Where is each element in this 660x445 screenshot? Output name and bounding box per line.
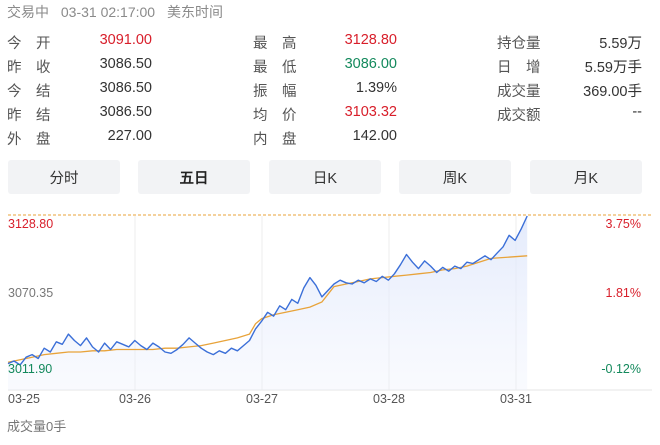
price-axis-bottom: 3011.90 <box>8 362 52 376</box>
period-tabs: 分时 五日 日K 周K 月K <box>8 160 652 194</box>
low-label: 最 低 <box>253 60 297 76</box>
trade-status-bar: 交易中 03-31 02:17:00 美东时间 <box>7 2 231 22</box>
quote-row: 昨 收 3086.50 最 低 3086.00 日 增 5.59万手 <box>0 56 660 80</box>
x-label: 03-26 <box>119 392 151 406</box>
tab-five-day[interactable]: 五日 <box>138 160 250 194</box>
x-label: 03-28 <box>373 392 405 406</box>
five-day-chart: 3128.80 3070.35 3011.90 3.75% 1.81% -0.1… <box>7 214 652 406</box>
trade-timezone: 美东时间 <box>166 4 223 20</box>
amplitude-label: 振 幅 <box>253 84 297 100</box>
average-price-line <box>7 255 528 363</box>
turnover-label: 成交额 <box>497 108 541 124</box>
price-axis-top: 3128.80 <box>8 217 53 231</box>
quote-row: 外 盘 227.00 内 盘 142.00 <box>0 128 660 152</box>
volume-value: 369.00手 <box>583 84 642 100</box>
amplitude-value: 1.39% <box>355 80 397 96</box>
high-value: 3128.80 <box>344 32 397 48</box>
settle-value: 3086.50 <box>99 80 152 96</box>
settle-label: 今 结 <box>7 84 51 100</box>
open-label: 今 开 <box>7 36 51 52</box>
x-label: 03-25 <box>8 392 40 406</box>
tab-intraday[interactable]: 分时 <box>8 160 120 194</box>
prev-close-value: 3086.50 <box>99 56 152 72</box>
pct-axis-top: 3.75% <box>606 217 641 231</box>
outer-volume-label: 外 盘 <box>7 132 51 148</box>
daily-change-value: 5.59万手 <box>584 60 642 76</box>
quote-row: 今 开 3091.00 最 高 3128.80 持仓量 5.59万 <box>0 32 660 56</box>
tab-daily-k[interactable]: 日K <box>269 160 381 194</box>
tab-monthly-k[interactable]: 月K <box>530 160 642 194</box>
avg-price-value: 3103.32 <box>344 104 397 120</box>
quote-row: 昨 结 3086.50 均 价 3103.32 成交额 -- <box>0 104 660 128</box>
trade-datetime: 03-31 02:17:00 <box>60 4 156 20</box>
pct-axis-mid: 1.81% <box>606 286 641 300</box>
prev-settle-label: 昨 结 <box>7 108 51 124</box>
daily-change-label: 日 增 <box>497 60 541 76</box>
avg-price-label: 均 价 <box>253 108 297 124</box>
tab-weekly-k[interactable]: 周K <box>399 160 511 194</box>
x-label: 03-27 <box>246 392 278 406</box>
high-label: 最 高 <box>253 36 297 52</box>
outer-volume-value: 227.00 <box>107 128 152 144</box>
open-value: 3091.00 <box>99 32 152 48</box>
volume-footer: 成交量0手 <box>7 419 67 434</box>
low-value: 3086.00 <box>344 56 397 72</box>
inner-volume-value: 142.00 <box>352 128 397 144</box>
price-axis-mid: 3070.35 <box>8 286 53 300</box>
quote-row: 今 结 3086.50 振 幅 1.39% 成交量 369.00手 <box>0 80 660 104</box>
pct-axis-bottom: -0.12% <box>601 362 641 376</box>
turnover-value: -- <box>632 104 642 120</box>
prev-settle-value: 3086.50 <box>99 104 152 120</box>
quote-panel: 今 开 3091.00 最 高 3128.80 持仓量 5.59万 昨 收 30… <box>0 30 660 154</box>
price-area <box>8 216 528 390</box>
price-line <box>7 215 528 366</box>
volume-label: 成交量 <box>497 84 541 100</box>
inner-volume-label: 内 盘 <box>253 132 297 148</box>
open-interest-value: 5.59万 <box>599 36 642 52</box>
prev-close-label: 昨 收 <box>7 60 51 76</box>
open-interest-label: 持仓量 <box>497 36 541 52</box>
trade-state: 交易中 <box>7 4 49 20</box>
x-label: 03-31 <box>500 392 532 406</box>
